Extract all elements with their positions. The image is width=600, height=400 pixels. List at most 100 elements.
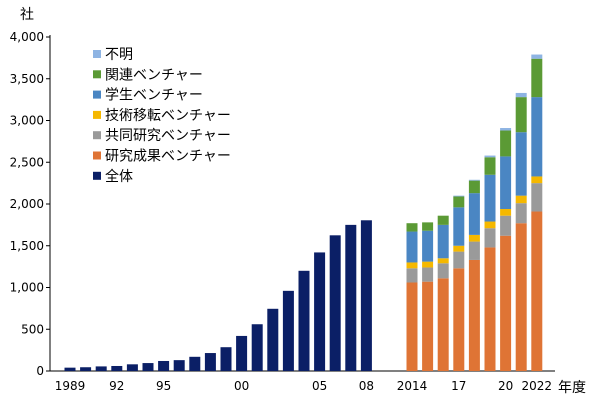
bar-transfer-2014 [406, 262, 418, 269]
legend-swatch-research [93, 151, 101, 160]
bar-transfer-2018 [468, 234, 480, 242]
bar-total-2005 [314, 252, 326, 371]
legend-label-research: 研究成果ベンチャー [105, 149, 231, 165]
legend-label-student: 学生ベンチャー [105, 88, 203, 104]
y-tick-label: 1,500 [10, 239, 44, 253]
bar-research-2022 [531, 211, 543, 371]
bar-joint-2014 [406, 268, 418, 283]
y-axis-unit-label: 社 [20, 7, 34, 23]
bar-student-2016 [437, 224, 449, 259]
axes: 05001,0001,5002,0002,5003,0003,5004,0001… [10, 30, 555, 393]
bar-transfer-2015 [422, 261, 434, 268]
bar-related-2017 [453, 196, 465, 208]
bar-total-2008 [360, 220, 372, 371]
bar-joint-2017 [453, 251, 465, 269]
bar-total-1993 [126, 364, 138, 371]
bar-unknown-2017 [453, 195, 465, 197]
y-tick-label: 2,000 [10, 197, 44, 211]
y-tick-label: 2,500 [10, 155, 44, 169]
y-tick-label: 3,500 [10, 72, 44, 86]
legend-swatch-related [93, 70, 101, 79]
y-tick-label: 4,000 [10, 30, 44, 44]
bar-related-2016 [437, 215, 449, 225]
bar-unknown-2018 [468, 179, 480, 181]
bar-total-2007 [345, 224, 357, 371]
bar-research-2015 [422, 281, 434, 371]
legend-label-total: 全体 [105, 168, 133, 185]
bar-joint-2015 [422, 267, 434, 282]
bar-related-2021 [515, 97, 527, 133]
bar-total-2003 [282, 290, 294, 371]
legend-swatch-student [93, 90, 101, 99]
bar-student-2020 [500, 156, 512, 210]
bar-joint-2018 [468, 241, 480, 260]
bar-transfer-2020 [500, 209, 512, 216]
legend-label-unknown: 不明 [105, 47, 133, 63]
legend: 不明関連ベンチャー学生ベンチャー技術移転ベンチャー共同研究ベンチャー研究成果ベン… [93, 47, 231, 185]
y-tick-label: 500 [21, 322, 44, 336]
x-tick-label: 08 [359, 379, 374, 393]
bar-transfer-2022 [531, 176, 543, 184]
x-tick-label: 2022 [522, 379, 553, 393]
bar-total-1995 [158, 360, 170, 371]
bar-joint-2020 [500, 215, 512, 236]
bar-research-2014 [406, 282, 418, 371]
legend-label-joint: 共同研究ベンチャー [105, 128, 231, 144]
bar-total-2004 [298, 270, 310, 371]
legend-swatch-total [93, 171, 101, 180]
x-tick-label: 20 [498, 379, 513, 393]
legend-swatch-joint [93, 131, 101, 140]
x-tick-label: 92 [109, 379, 124, 393]
bar-unknown-2019 [484, 155, 496, 158]
x-tick-label: 17 [451, 379, 466, 393]
bar-student-2019 [484, 174, 496, 222]
bar-total-1999 [220, 347, 232, 371]
legend-label-transfer: 技術移転ベンチャー [105, 108, 231, 124]
legend-label-related: 関連ベンチャー [105, 67, 203, 83]
bar-related-2022 [531, 58, 543, 98]
x-tick-label: 95 [156, 379, 171, 393]
bar-joint-2019 [484, 228, 496, 248]
bar-joint-2016 [437, 263, 449, 279]
bar-total-2001 [251, 324, 263, 371]
bar-student-2022 [531, 97, 543, 177]
bar-total-1994 [142, 363, 154, 371]
bar-related-2020 [500, 130, 512, 157]
legend-swatch-transfer [93, 110, 101, 119]
x-tick-label: 05 [312, 379, 327, 393]
bar-transfer-2019 [484, 221, 496, 229]
bar-total-2002 [267, 308, 279, 371]
bar-student-2015 [422, 230, 434, 262]
bar-total-1992 [111, 365, 123, 371]
bar-unknown-2021 [515, 92, 527, 98]
bar-student-2014 [406, 231, 418, 263]
bar-total-1996 [173, 360, 185, 371]
bar-total-1991 [95, 366, 107, 371]
bar-total-1998 [204, 353, 216, 371]
y-tick-label: 3,000 [10, 114, 44, 128]
bar-research-2020 [500, 235, 512, 371]
bar-total-1990 [80, 367, 92, 371]
bar-unknown-2020 [500, 128, 512, 131]
bar-student-2017 [453, 207, 465, 246]
x-tick-label: 1989 [55, 379, 86, 393]
bar-research-2021 [515, 223, 527, 371]
legend-swatch-unknown [93, 50, 101, 58]
bar-research-2017 [453, 268, 465, 371]
y-tick-label: 0 [36, 364, 44, 378]
bar-related-2014 [406, 223, 418, 232]
bars [64, 54, 543, 371]
bar-joint-2022 [531, 183, 543, 212]
bar-related-2018 [468, 180, 480, 194]
bar-research-2019 [484, 247, 496, 371]
bar-total-1997 [189, 356, 201, 371]
bar-total-2006 [329, 235, 341, 371]
x-tick-label: 2014 [397, 379, 428, 393]
x-axis-unit-label: 年度 [558, 380, 586, 396]
bar-total-1989 [64, 367, 76, 371]
x-tick-label: 00 [234, 379, 249, 393]
bar-related-2015 [422, 222, 434, 231]
bar-transfer-2017 [453, 245, 465, 252]
